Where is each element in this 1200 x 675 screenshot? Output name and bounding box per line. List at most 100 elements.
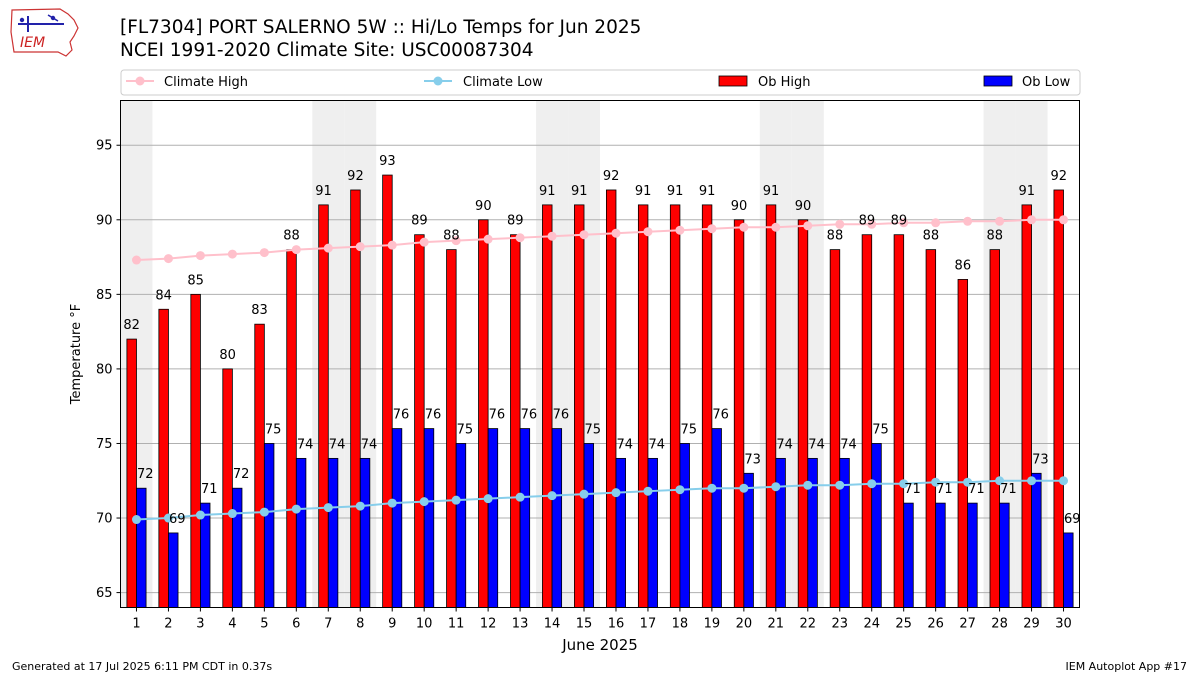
ob-high-bar — [605, 189, 617, 608]
x-tick-label: 13 — [512, 617, 529, 632]
climate-low-point — [707, 483, 717, 493]
x-tick-label: 22 — [800, 617, 817, 632]
ob-high-bar — [414, 234, 425, 608]
climate-high-point — [515, 233, 525, 243]
ob-low-label: 74 — [361, 437, 378, 452]
chart-title: [FL7304] PORT SALERNO 5W :: Hi/Lo Temps … — [120, 17, 642, 38]
climate-high-point — [963, 216, 973, 226]
ob-low-label: 74 — [840, 437, 857, 452]
climate-low-point — [387, 498, 397, 508]
ob-low-bar — [935, 502, 946, 608]
climate-low-point — [1059, 476, 1069, 486]
ob-low-label: 76 — [521, 408, 538, 423]
x-tick-label: 3 — [196, 617, 204, 632]
ob-high-bar — [158, 308, 169, 608]
x-tick-label: 6 — [292, 617, 300, 632]
x-tick-label: 29 — [1023, 617, 1040, 632]
climate-low-point — [259, 507, 269, 517]
plot-frame — [120, 100, 1080, 608]
x-tick-label: 24 — [863, 617, 880, 632]
ob-high-label: 85 — [187, 273, 204, 288]
ob-low-label: 72 — [137, 467, 154, 482]
ob-low-label: 74 — [776, 437, 793, 452]
x-axis-label: June 2025 — [561, 636, 638, 654]
ob-high-bar — [765, 204, 777, 608]
ob-low-label: 71 — [1000, 482, 1017, 497]
climate-low-point — [899, 479, 909, 489]
x-tick-label: 11 — [448, 617, 465, 632]
ob-low-label: 76 — [489, 408, 506, 423]
ob-low-label: 76 — [553, 408, 570, 423]
ob-low-label: 73 — [744, 452, 761, 467]
climate-high-point — [1059, 215, 1069, 225]
climate-high-point — [643, 227, 653, 237]
climate-high-point — [291, 245, 301, 255]
x-tick-label: 14 — [544, 617, 561, 632]
ob-low-bar — [839, 457, 850, 608]
ob-high-bar — [1021, 204, 1032, 608]
ob-low-bar — [455, 443, 467, 608]
x-tick-label: 12 — [480, 617, 497, 632]
x-tick-label: 17 — [640, 617, 657, 632]
ob-low-bar — [711, 428, 722, 608]
ob-low-label: 72 — [233, 467, 250, 482]
legend-ob-low-label: Ob Low — [1022, 75, 1071, 90]
climate-high-point — [611, 228, 621, 238]
y-tick-label: 75 — [96, 437, 113, 452]
ob-high-label: 92 — [1050, 169, 1067, 184]
x-tick-label: 20 — [736, 617, 753, 632]
climate-lines — [131, 215, 1069, 525]
ob-low-bar — [999, 502, 1010, 608]
ob-high-label: 89 — [507, 214, 524, 229]
climate-low-point — [803, 480, 813, 490]
ob-high-label: 91 — [635, 184, 652, 199]
climate-high-point — [483, 234, 493, 244]
ob-low-bar — [295, 457, 307, 608]
climate-low-point — [739, 483, 749, 493]
ob-high-bar — [574, 204, 585, 608]
ob-low-bar — [391, 428, 403, 608]
climate-low-point — [835, 480, 845, 490]
ob-low-bar — [1063, 532, 1074, 608]
ob-high-bar — [989, 249, 1000, 608]
ob-high-bar — [733, 219, 745, 608]
ob-high-label: 84 — [155, 288, 172, 303]
ob-high-label: 88 — [283, 229, 300, 244]
climate-low-point — [995, 476, 1005, 486]
x-tick-label: 9 — [388, 617, 396, 632]
x-tick-label: 15 — [576, 617, 593, 632]
ob-high-bar — [829, 249, 841, 608]
ob-high-label: 90 — [475, 199, 492, 214]
ob-high-label: 91 — [1018, 184, 1035, 199]
climate-low-point — [291, 504, 301, 514]
ob-low-bar — [583, 443, 595, 608]
ob-low-bar — [327, 457, 339, 608]
ob-high-bar — [478, 219, 489, 608]
ob-high-bar — [382, 174, 393, 608]
x-tick-label: 5 — [260, 617, 268, 632]
climate-high-point — [803, 221, 813, 231]
iem-logo: IEM — [10, 8, 79, 57]
ob-low-label: 74 — [648, 437, 665, 452]
climate-low-line — [136, 479, 1064, 521]
ob-high-bar — [254, 323, 265, 608]
ob-low-label: 71 — [904, 482, 921, 497]
ob-low-label: 75 — [585, 422, 602, 437]
x-tick-label: 10 — [416, 617, 433, 632]
y-axis-label: Temperature °F — [69, 304, 84, 405]
ob-low-bar — [647, 457, 658, 608]
ob-low-bar — [903, 502, 914, 608]
ob-high-bar — [350, 189, 361, 608]
ob-low-label: 69 — [169, 512, 186, 527]
climate-low-point — [867, 479, 877, 489]
climate-low-point — [643, 486, 653, 496]
ob-high-label: 92 — [347, 169, 364, 184]
x-tick-label: 23 — [831, 617, 848, 632]
ob-high-label: 91 — [667, 184, 684, 199]
climate-high-point — [323, 243, 333, 253]
climate-low-point — [931, 477, 941, 487]
ob-low-bar — [136, 487, 147, 608]
ob-high-label: 88 — [987, 229, 1004, 244]
y-tick-label: 80 — [96, 362, 113, 377]
